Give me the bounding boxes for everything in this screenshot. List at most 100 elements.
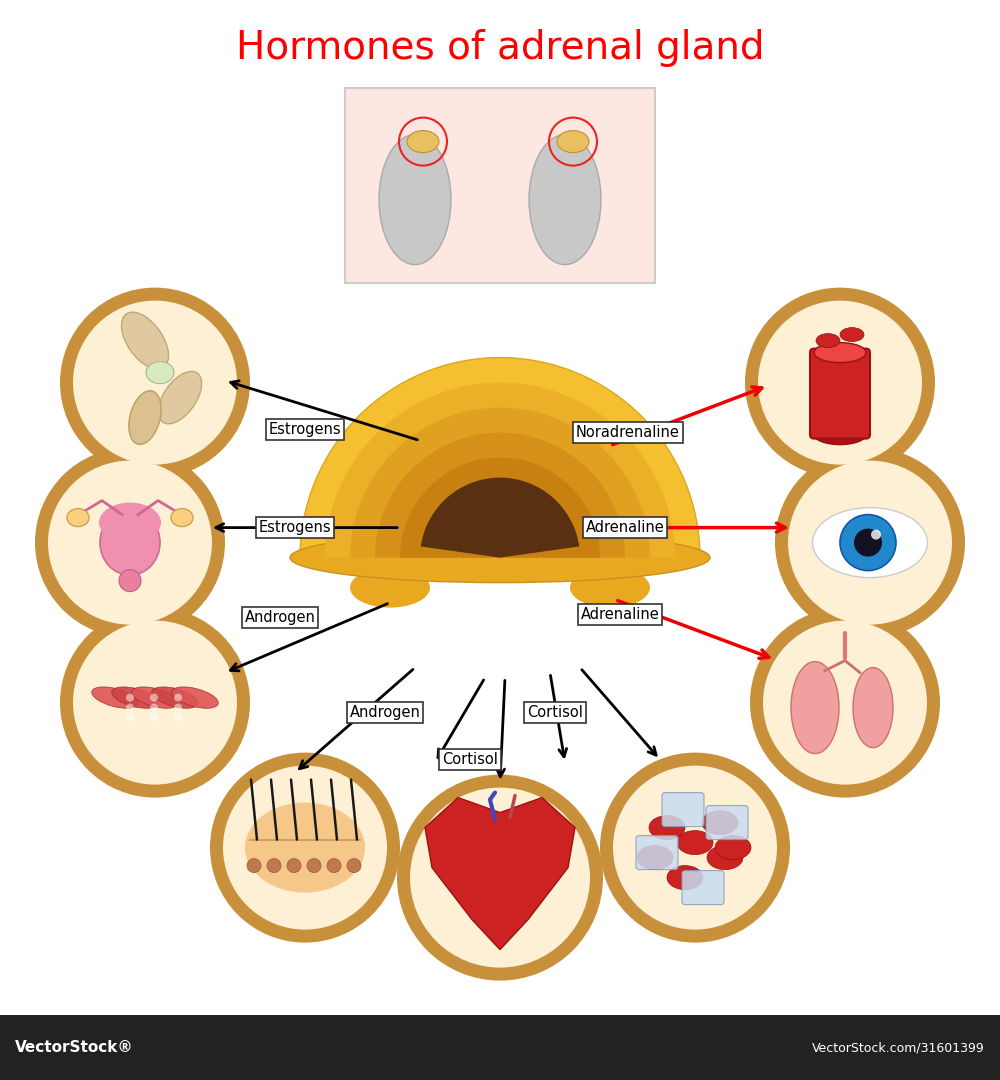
Text: Cortisol: Cortisol bbox=[442, 752, 498, 767]
Circle shape bbox=[60, 287, 250, 477]
Ellipse shape bbox=[791, 662, 839, 754]
Ellipse shape bbox=[529, 135, 601, 265]
Circle shape bbox=[126, 714, 134, 721]
Text: VectorStock®: VectorStock® bbox=[15, 1040, 134, 1055]
Circle shape bbox=[150, 703, 158, 712]
Ellipse shape bbox=[853, 667, 893, 747]
Circle shape bbox=[126, 703, 134, 712]
Ellipse shape bbox=[816, 334, 840, 348]
FancyBboxPatch shape bbox=[810, 349, 870, 438]
Ellipse shape bbox=[840, 327, 864, 341]
Wedge shape bbox=[354, 411, 646, 557]
Ellipse shape bbox=[379, 135, 451, 265]
Text: Androgen: Androgen bbox=[350, 705, 420, 720]
Text: Hormones of adrenal gland: Hormones of adrenal gland bbox=[236, 28, 764, 67]
Circle shape bbox=[174, 693, 182, 702]
FancyBboxPatch shape bbox=[636, 836, 678, 869]
Wedge shape bbox=[336, 393, 664, 557]
Wedge shape bbox=[318, 376, 682, 557]
Circle shape bbox=[223, 766, 387, 930]
Circle shape bbox=[48, 460, 212, 624]
Circle shape bbox=[150, 714, 158, 721]
Circle shape bbox=[758, 300, 922, 464]
Ellipse shape bbox=[677, 831, 713, 854]
Circle shape bbox=[745, 287, 935, 477]
Circle shape bbox=[73, 621, 237, 784]
Ellipse shape bbox=[171, 509, 193, 527]
Text: Adrenaline: Adrenaline bbox=[581, 607, 659, 622]
Circle shape bbox=[613, 766, 777, 930]
Ellipse shape bbox=[152, 687, 198, 708]
Ellipse shape bbox=[715, 836, 751, 860]
Text: Noradrenaline: Noradrenaline bbox=[576, 426, 680, 441]
Circle shape bbox=[840, 514, 896, 570]
Ellipse shape bbox=[99, 502, 161, 542]
Text: Adrenaline: Adrenaline bbox=[586, 521, 664, 535]
Ellipse shape bbox=[121, 312, 169, 369]
Circle shape bbox=[327, 859, 341, 873]
Ellipse shape bbox=[570, 568, 650, 608]
Circle shape bbox=[210, 753, 400, 943]
Text: Androgen: Androgen bbox=[245, 610, 315, 625]
Ellipse shape bbox=[67, 509, 89, 527]
Wedge shape bbox=[300, 357, 700, 557]
Ellipse shape bbox=[407, 131, 439, 152]
Circle shape bbox=[267, 859, 281, 873]
Wedge shape bbox=[400, 458, 600, 557]
Text: Cortisol: Cortisol bbox=[527, 705, 583, 720]
Ellipse shape bbox=[814, 424, 866, 445]
Circle shape bbox=[775, 447, 965, 637]
Ellipse shape bbox=[812, 508, 928, 578]
Ellipse shape bbox=[290, 532, 710, 582]
Circle shape bbox=[410, 787, 590, 968]
Circle shape bbox=[750, 608, 940, 798]
Circle shape bbox=[287, 859, 301, 873]
Circle shape bbox=[600, 753, 790, 943]
Ellipse shape bbox=[146, 362, 174, 383]
Wedge shape bbox=[350, 407, 650, 557]
Text: VectorStock.com/31601399: VectorStock.com/31601399 bbox=[812, 1041, 985, 1054]
Text: Estrogens: Estrogens bbox=[259, 521, 331, 535]
Ellipse shape bbox=[649, 815, 685, 839]
Wedge shape bbox=[325, 382, 675, 557]
Ellipse shape bbox=[100, 510, 160, 575]
Polygon shape bbox=[425, 798, 575, 949]
Ellipse shape bbox=[172, 687, 218, 708]
FancyBboxPatch shape bbox=[0, 1015, 1000, 1080]
Circle shape bbox=[347, 859, 361, 873]
Wedge shape bbox=[300, 357, 700, 557]
Ellipse shape bbox=[637, 846, 673, 869]
Ellipse shape bbox=[92, 687, 138, 708]
Ellipse shape bbox=[814, 342, 866, 363]
Circle shape bbox=[788, 460, 952, 624]
Circle shape bbox=[871, 529, 881, 540]
Ellipse shape bbox=[557, 131, 589, 152]
Circle shape bbox=[307, 859, 321, 873]
FancyBboxPatch shape bbox=[345, 87, 655, 283]
Ellipse shape bbox=[119, 569, 141, 592]
Ellipse shape bbox=[158, 372, 202, 423]
Circle shape bbox=[397, 774, 603, 981]
Ellipse shape bbox=[129, 391, 161, 445]
Circle shape bbox=[854, 528, 882, 556]
Ellipse shape bbox=[707, 846, 743, 869]
Wedge shape bbox=[372, 430, 628, 557]
Circle shape bbox=[763, 621, 927, 784]
Ellipse shape bbox=[132, 687, 178, 708]
Ellipse shape bbox=[245, 802, 365, 892]
FancyBboxPatch shape bbox=[706, 806, 748, 839]
Circle shape bbox=[174, 703, 182, 712]
Circle shape bbox=[150, 693, 158, 702]
Ellipse shape bbox=[350, 568, 430, 608]
Wedge shape bbox=[421, 477, 579, 557]
Ellipse shape bbox=[112, 687, 158, 708]
Circle shape bbox=[60, 608, 250, 798]
Circle shape bbox=[174, 714, 182, 721]
Ellipse shape bbox=[667, 865, 703, 890]
Text: Estrogens: Estrogens bbox=[269, 422, 341, 437]
Circle shape bbox=[73, 300, 237, 464]
FancyBboxPatch shape bbox=[682, 870, 724, 905]
Wedge shape bbox=[375, 433, 625, 557]
FancyBboxPatch shape bbox=[662, 793, 704, 826]
Circle shape bbox=[35, 447, 225, 637]
